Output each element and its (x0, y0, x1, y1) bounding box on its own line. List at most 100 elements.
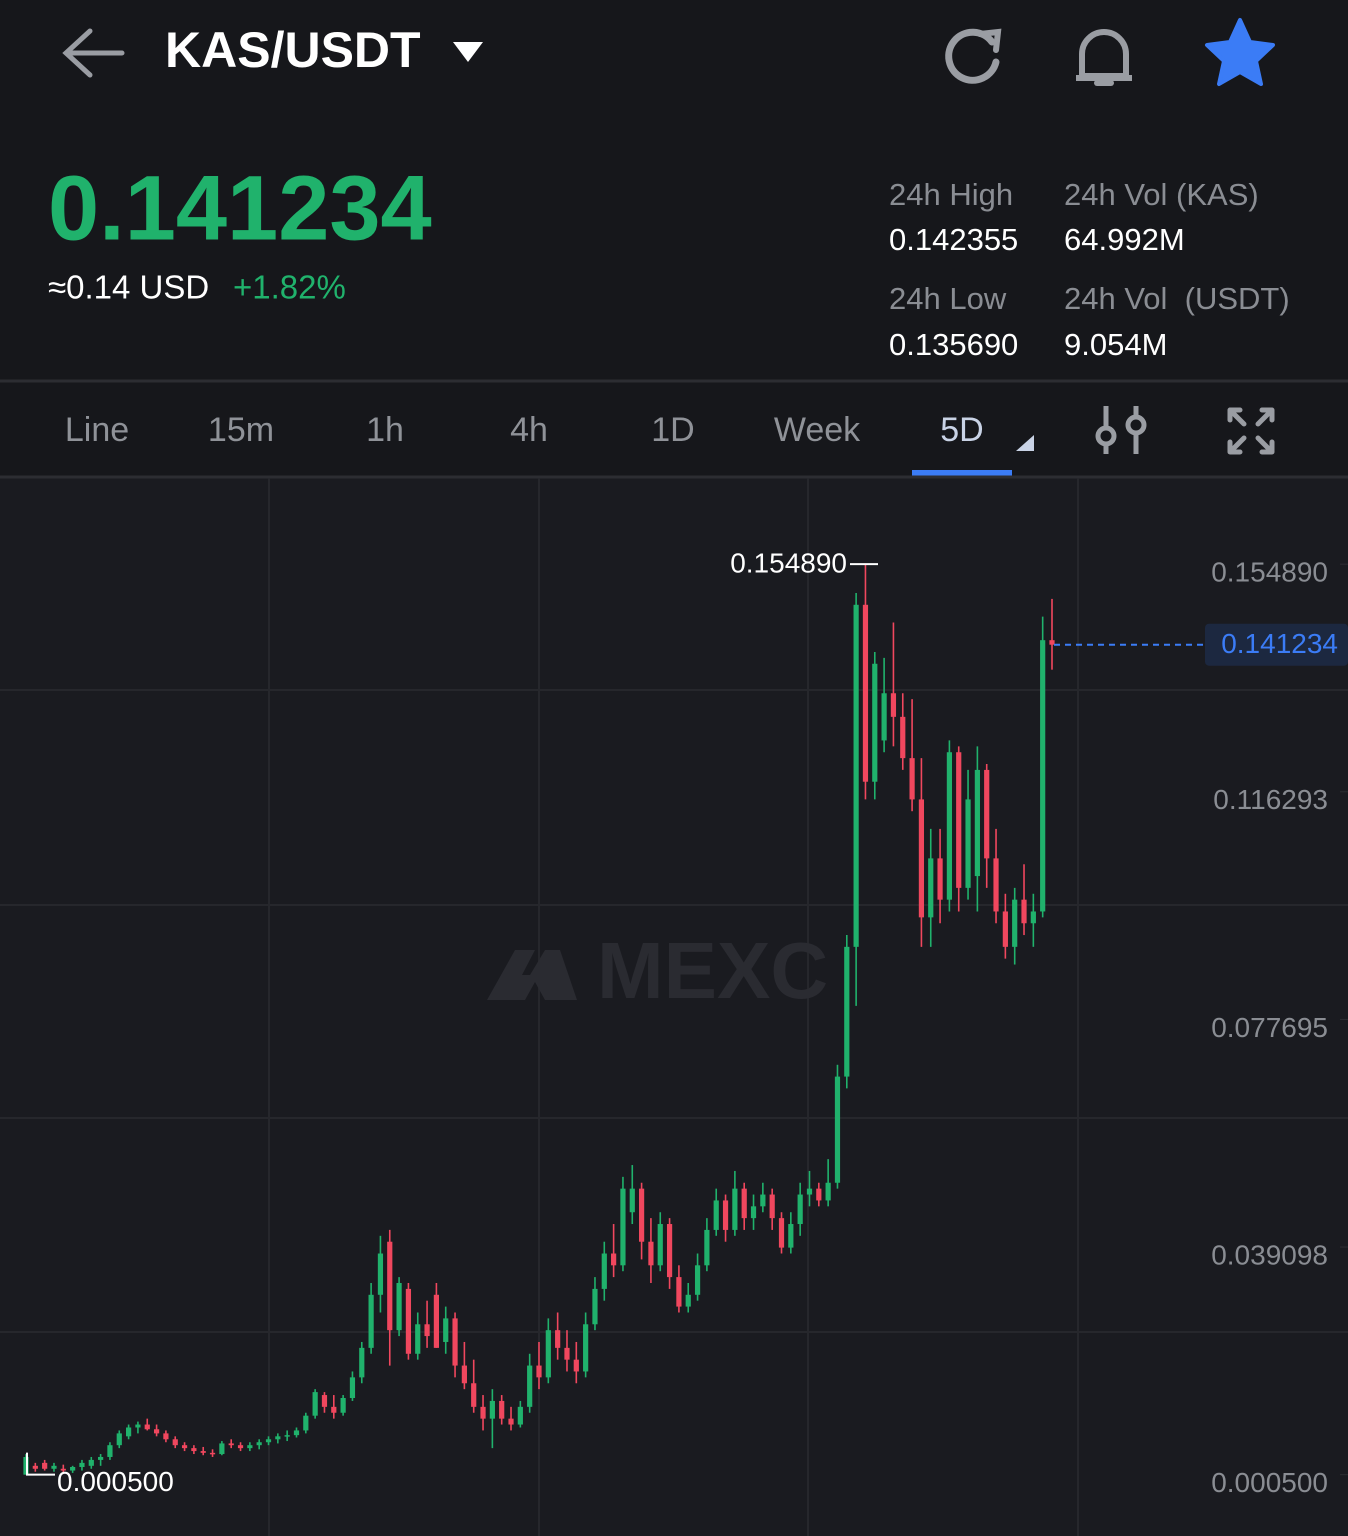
y-tick-label: 0.154890 (1211, 557, 1328, 588)
candle-body (293, 1430, 300, 1436)
candle-body (620, 1188, 626, 1266)
max-label: 0.154890 (730, 548, 847, 579)
candle-body (471, 1383, 477, 1407)
candle-body (527, 1365, 533, 1407)
candle-body (312, 1392, 318, 1416)
stat-label: 24h High (889, 177, 1013, 212)
stats: 24h High 0.142355 24h Vol (KAS) 64.992M … (889, 177, 1290, 362)
stat-label: 24h Vol (USDT) (1064, 281, 1290, 316)
candle-body (545, 1330, 551, 1378)
stat-label: 24h Vol (KAS) (1064, 177, 1259, 212)
candle-body (51, 1465, 57, 1469)
alert-button[interactable] (1076, 29, 1132, 86)
candle-body (433, 1294, 439, 1348)
tab-active[interactable]: 5D (940, 411, 983, 449)
candle-body (890, 693, 897, 717)
y-tick-label: 0.116293 (1213, 784, 1328, 815)
candle-body (499, 1400, 505, 1419)
candle-body (797, 1194, 803, 1225)
candle-body (760, 1194, 766, 1207)
candle-body (918, 799, 925, 918)
tab[interactable]: Line (65, 411, 129, 449)
tab[interactable]: 1D (651, 411, 694, 449)
candle-body (172, 1439, 178, 1446)
candle-body (974, 769, 980, 877)
candle-body (237, 1445, 244, 1449)
favorite-button[interactable] (1205, 18, 1275, 86)
candle-body (704, 1229, 710, 1266)
candle-body (331, 1406, 337, 1413)
candle-body (685, 1294, 691, 1307)
candle-body (676, 1277, 682, 1307)
pair-dropdown[interactable] (453, 42, 483, 62)
candle-body (611, 1253, 617, 1266)
candle-body (778, 1218, 785, 1248)
tab[interactable]: 1h (366, 411, 404, 449)
last-price: 0.141234 (48, 157, 432, 259)
candle-body (806, 1188, 813, 1195)
stat-value: 9.054M (1064, 327, 1167, 362)
fullscreen-button[interactable] (1227, 407, 1275, 455)
candle-body (1012, 899, 1018, 947)
usd-approx: ≈0.14 USD (48, 269, 209, 306)
pair-title[interactable]: KAS/USDT (165, 22, 421, 78)
candle-body (872, 663, 878, 782)
candle-body (126, 1427, 132, 1437)
candle-body (741, 1188, 747, 1219)
candle-body (284, 1435, 290, 1437)
candle-body (107, 1445, 113, 1457)
candle-body (60, 1468, 66, 1471)
candle-body (648, 1241, 654, 1266)
candle-body (116, 1433, 122, 1446)
tab-dropdown[interactable] (1016, 435, 1034, 451)
min-label: 0.000500 (57, 1466, 174, 1497)
candle-body (396, 1283, 402, 1331)
candle-body (993, 858, 999, 912)
candle-body (32, 1465, 38, 1469)
candle-body (219, 1443, 225, 1455)
candle-body (135, 1424, 141, 1428)
candle-body (583, 1324, 589, 1372)
candle-body (163, 1433, 169, 1440)
candle-body (666, 1224, 673, 1278)
indicator-button[interactable] (1095, 406, 1147, 454)
last-price-label: 0.141234 (1221, 628, 1338, 659)
candle-body (321, 1395, 328, 1407)
candle-body (900, 716, 906, 759)
tab[interactable]: Week (774, 411, 861, 449)
candle-body (536, 1365, 542, 1378)
candle-body (228, 1443, 234, 1446)
candle-body (181, 1445, 188, 1449)
candle-body (965, 799, 971, 888)
stat-value: 0.135690 (889, 327, 1018, 362)
candle-body (946, 752, 952, 900)
candle-body (98, 1456, 104, 1460)
candle-body (424, 1324, 430, 1337)
candle-body (517, 1406, 523, 1425)
candle-body (349, 1377, 356, 1398)
candle-body (340, 1398, 346, 1413)
candle-body (592, 1288, 598, 1325)
candle-body (769, 1194, 775, 1219)
candle-body (1040, 640, 1046, 912)
candle-body (265, 1439, 272, 1443)
candle-body (750, 1206, 757, 1219)
candle-body (573, 1359, 579, 1372)
min-marker (26, 1452, 55, 1476)
candle-body (722, 1200, 729, 1230)
candle-body (209, 1452, 216, 1455)
refresh-button[interactable] (945, 28, 1002, 84)
candle-body (601, 1253, 607, 1289)
y-tick-label: 0.039098 (1211, 1239, 1328, 1270)
candle-body (79, 1462, 85, 1467)
candle-body (489, 1400, 495, 1419)
candle-body (153, 1429, 160, 1434)
back-button[interactable] (62, 28, 125, 78)
tab[interactable]: 4h (510, 411, 548, 449)
tab[interactable]: 15m (208, 411, 274, 449)
candle-body (144, 1424, 150, 1430)
stat-label: 24h Low (889, 281, 1007, 316)
background-grid (0, 478, 1348, 1536)
price-change: +1.82% (233, 269, 346, 306)
y-tick-label: 0.000500 (1211, 1467, 1328, 1498)
